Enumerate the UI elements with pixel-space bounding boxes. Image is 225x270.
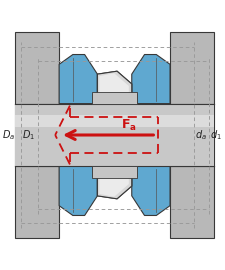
Polygon shape [92, 166, 137, 178]
Polygon shape [97, 71, 132, 104]
Text: $D_a$: $D_a$ [2, 128, 15, 142]
Polygon shape [97, 71, 132, 104]
Polygon shape [97, 166, 132, 199]
Polygon shape [15, 32, 59, 238]
Polygon shape [132, 166, 170, 215]
Text: $d_a$: $d_a$ [195, 128, 207, 142]
Polygon shape [99, 73, 129, 103]
Text: $\mathbf{F_a}$: $\mathbf{F_a}$ [121, 118, 137, 133]
Polygon shape [15, 104, 214, 166]
Text: $D_1$: $D_1$ [22, 128, 36, 142]
Polygon shape [15, 115, 214, 127]
Polygon shape [59, 166, 97, 215]
Polygon shape [92, 92, 137, 104]
Polygon shape [170, 32, 214, 238]
Polygon shape [92, 166, 137, 176]
Polygon shape [132, 55, 170, 104]
Polygon shape [59, 55, 97, 104]
Text: $d_1$: $d_1$ [210, 128, 222, 142]
Polygon shape [92, 94, 137, 104]
Polygon shape [99, 167, 129, 197]
Polygon shape [15, 115, 214, 127]
Polygon shape [97, 166, 132, 199]
Polygon shape [15, 104, 214, 166]
Polygon shape [15, 143, 214, 155]
